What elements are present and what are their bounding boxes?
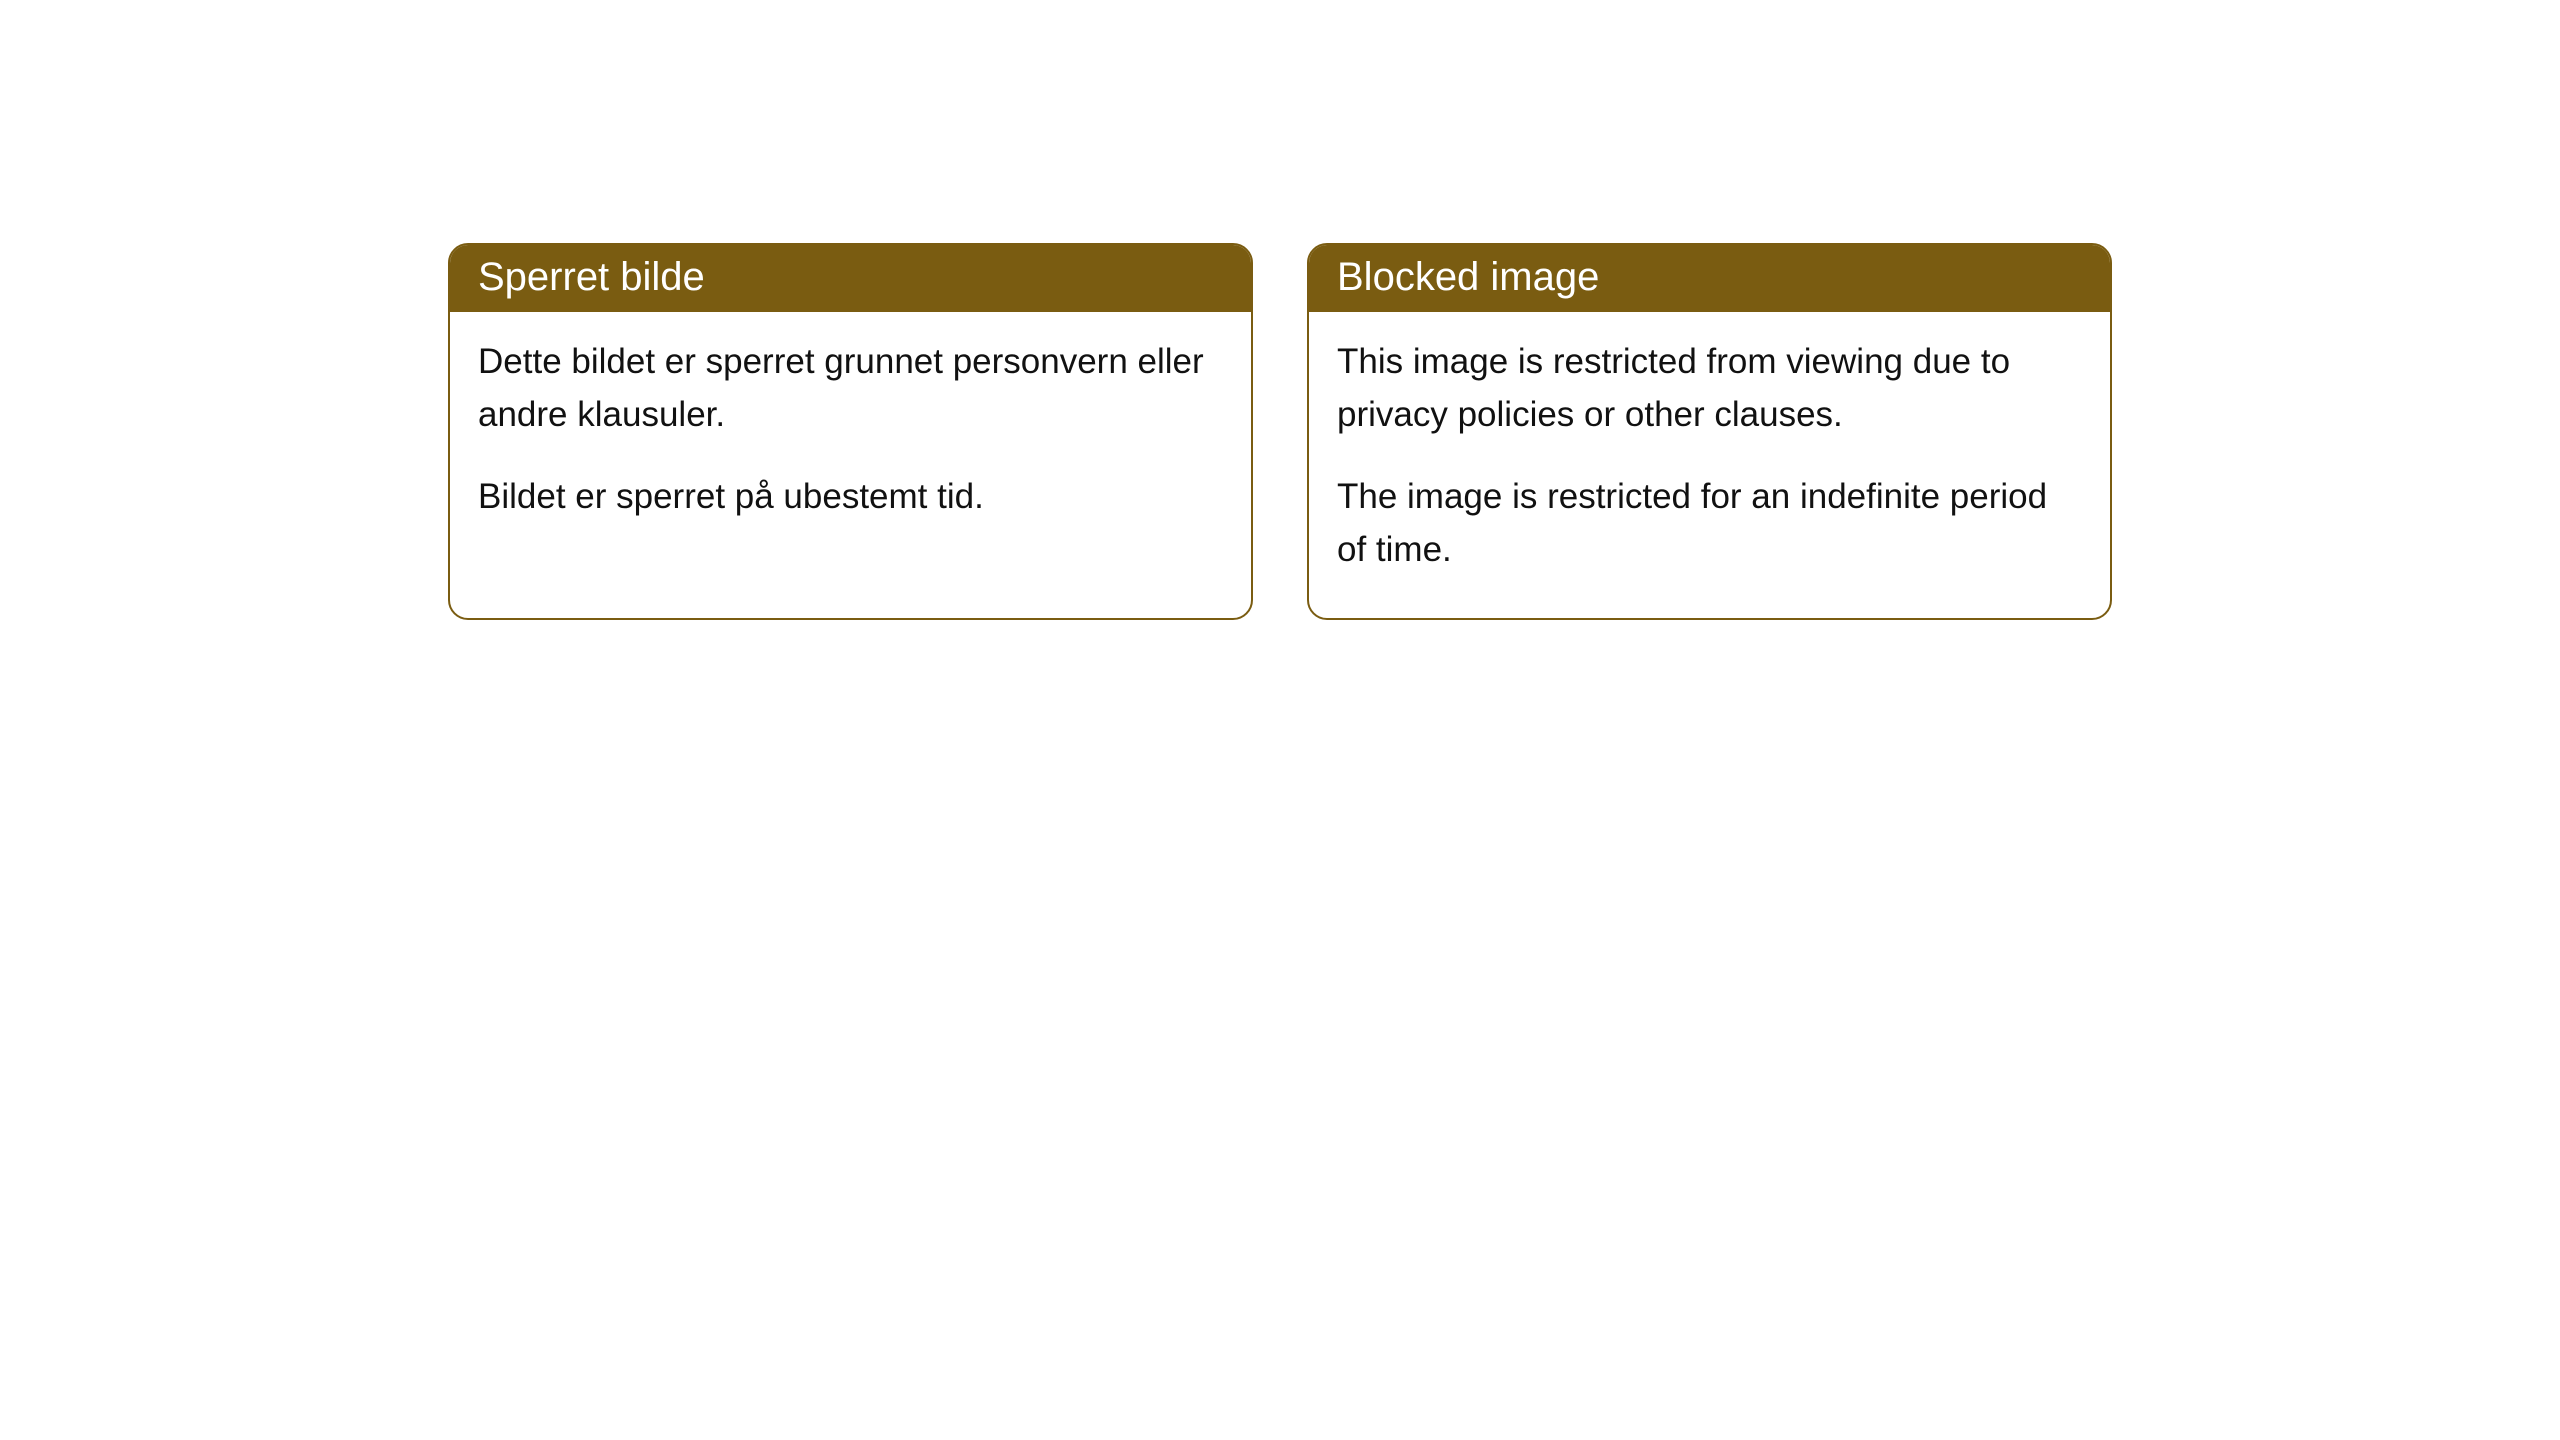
- card-paragraph-norwegian-1: Dette bildet er sperret grunnet personve…: [478, 336, 1223, 441]
- card-title-english: Blocked image: [1337, 255, 1599, 299]
- card-title-norwegian: Sperret bilde: [478, 255, 705, 299]
- card-paragraph-norwegian-2: Bildet er sperret på ubestemt tid.: [478, 471, 1223, 524]
- card-paragraph-english-2: The image is restricted for an indefinit…: [1337, 471, 2082, 576]
- card-body-english: This image is restricted from viewing du…: [1309, 312, 2110, 618]
- blocked-image-card-norwegian: Sperret bilde Dette bildet er sperret gr…: [448, 243, 1253, 620]
- blocked-image-card-english: Blocked image This image is restricted f…: [1307, 243, 2112, 620]
- card-header-english: Blocked image: [1309, 245, 2110, 312]
- card-paragraph-english-1: This image is restricted from viewing du…: [1337, 336, 2082, 441]
- card-header-norwegian: Sperret bilde: [450, 245, 1251, 312]
- card-body-norwegian: Dette bildet er sperret grunnet personve…: [450, 312, 1251, 566]
- cards-container: Sperret bilde Dette bildet er sperret gr…: [0, 243, 2560, 620]
